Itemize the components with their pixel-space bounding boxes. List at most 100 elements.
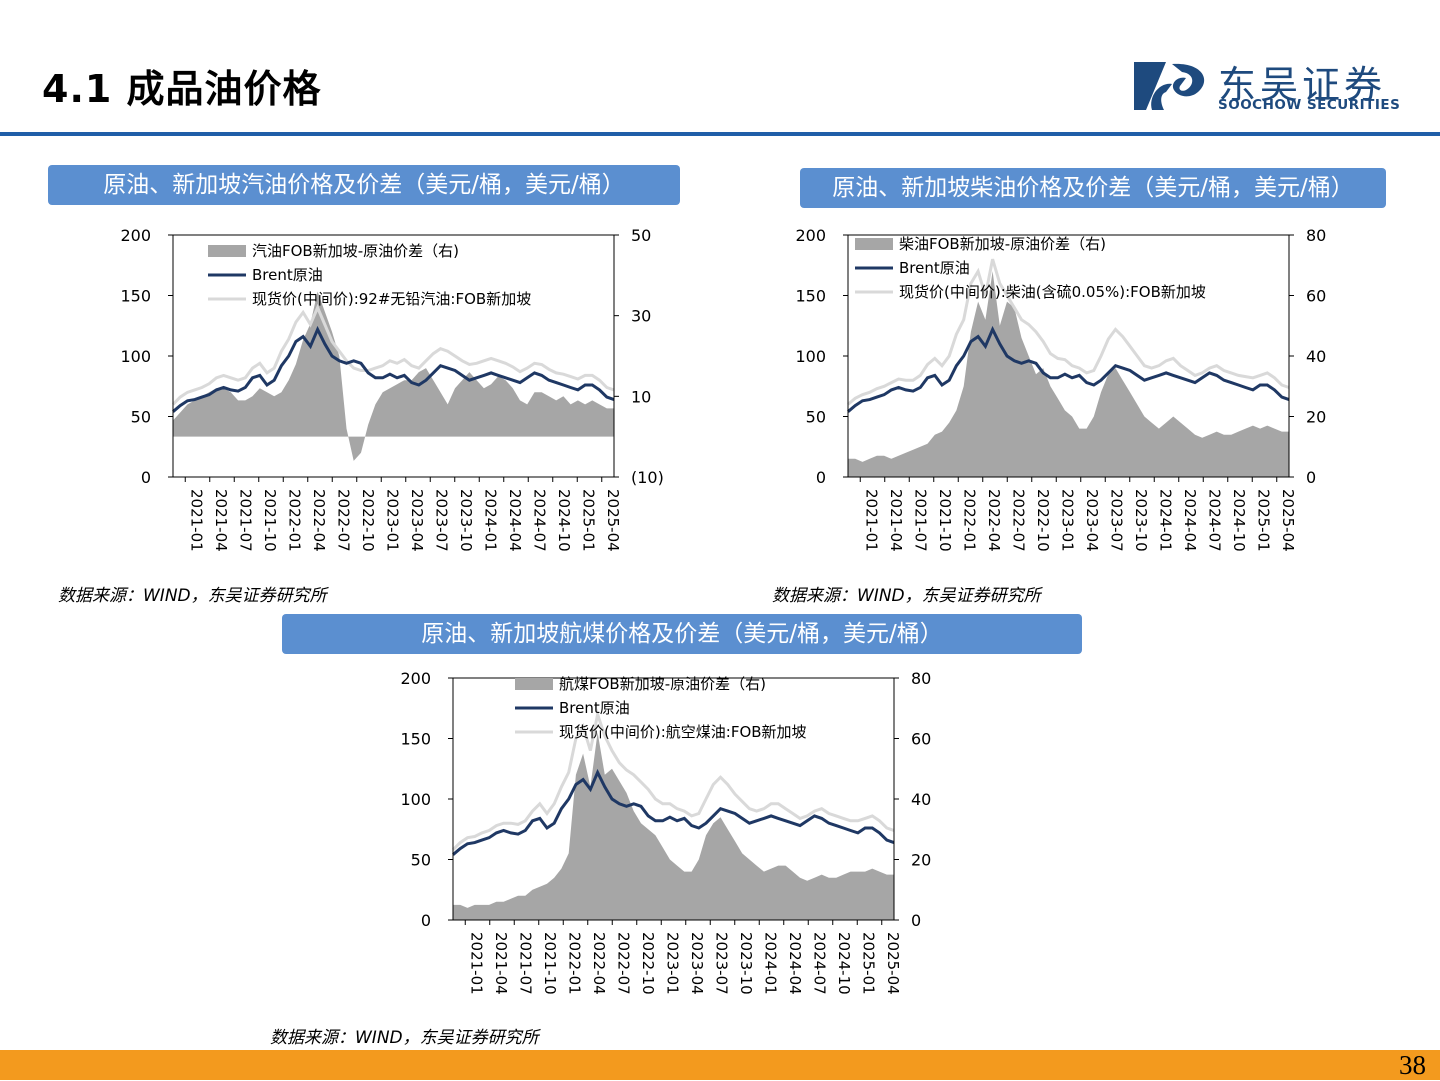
product-price-line — [847, 258, 1290, 406]
brand-name-cn: 东吴证券 — [1218, 63, 1387, 107]
header-divider — [0, 132, 1440, 136]
right-tick-label: 20 — [1306, 408, 1326, 427]
chart-title-jetfuel: 原油、新加坡航煤价格及价差（美元/桶，美元/桶） — [282, 614, 1082, 654]
x-tick-label: 2024-01 — [481, 489, 499, 552]
right-tick-label: 10 — [631, 387, 651, 406]
x-tick-label: 2024-07 — [1205, 489, 1223, 552]
page-number: 38 — [1399, 1050, 1426, 1080]
x-tick-label: 2023-07 — [1107, 489, 1125, 552]
soochow-logo-icon — [1134, 62, 1205, 110]
legend-swatch-spread — [208, 245, 246, 257]
x-tick-label: 2023-10 — [457, 489, 475, 552]
legend-label: 汽油FOB新加坡-原油价差（右) — [252, 242, 459, 260]
x-tick-label: 2022-04 — [985, 489, 1003, 552]
left-tick-label: 200 — [795, 226, 826, 245]
left-tick-label: 150 — [400, 730, 431, 749]
spread-area-series — [173, 291, 614, 461]
x-tick-label: 2024-10 — [1230, 489, 1248, 552]
x-tick-label: 2021-07 — [516, 932, 534, 995]
left-tick-label: 100 — [400, 790, 431, 809]
legend-label: 现货价(中间价):92#无铅汽油:FOB新加坡 — [252, 290, 531, 308]
x-tick-label: 2023-07 — [712, 932, 730, 995]
x-tick-label: 2021-01 — [187, 489, 205, 552]
x-tick-label: 2023-04 — [1083, 489, 1101, 552]
x-tick-label: 2021-10 — [541, 932, 559, 995]
x-tick-label: 2024-04 — [506, 489, 524, 552]
x-tick-label: 2022-04 — [590, 932, 608, 995]
left-tick-label: 200 — [120, 226, 151, 245]
x-tick-label: 2024-04 — [1181, 489, 1199, 552]
left-tick-label: 100 — [795, 347, 826, 366]
legend-label: 柴油FOB新加坡-原油价差（右) — [899, 235, 1106, 253]
left-tick-label: 50 — [806, 408, 826, 427]
footer-bar — [0, 1050, 1440, 1080]
legend-label: 现货价(中间价):柴油(含硫0.05%):FOB新加坡 — [899, 283, 1206, 301]
x-tick-label: 2021-04 — [492, 932, 510, 995]
x-tick-label: 2023-04 — [688, 932, 706, 995]
right-tick-label: 60 — [1306, 287, 1326, 306]
left-tick-label: 0 — [141, 468, 151, 487]
left-tick-label: 0 — [421, 911, 431, 930]
x-tick-label: 2022-01 — [960, 489, 978, 552]
x-tick-label: 2022-07 — [334, 489, 352, 552]
left-tick-label: 0 — [816, 468, 826, 487]
right-tick-label: 80 — [1306, 226, 1326, 245]
x-tick-label: 2023-01 — [383, 489, 401, 552]
spread-area-series — [848, 271, 1289, 477]
x-tick-label: 2023-01 — [1058, 489, 1076, 552]
product-price-line — [451, 708, 895, 851]
x-tick-label: 2024-04 — [786, 932, 804, 995]
x-tick-label: 2025-01 — [579, 489, 597, 552]
chart-source-jetfuel: 数据来源：WIND，东吴证券研究所 — [270, 1028, 539, 1048]
x-tick-label: 2021-07 — [911, 489, 929, 552]
brent-price-line — [172, 325, 615, 413]
x-tick-label: 2025-04 — [884, 932, 902, 995]
x-tick-label: 2021-10 — [936, 489, 954, 552]
left-tick-label: 50 — [131, 408, 151, 427]
x-tick-label: 2021-01 — [467, 932, 485, 995]
x-tick-label: 2025-01 — [859, 932, 877, 995]
brand-logo: 东吴证券 SOOCHOW SECURITIES — [1132, 56, 1407, 116]
right-tick-label: 20 — [911, 851, 931, 870]
x-tick-label: 2022-10 — [359, 489, 377, 552]
x-tick-label: 2024-10 — [555, 489, 573, 552]
right-tick-label: 30 — [631, 307, 651, 326]
x-tick-label: 2021-04 — [887, 489, 905, 552]
x-tick-label: 2023-01 — [663, 932, 681, 995]
x-tick-label: 2025-04 — [604, 489, 622, 552]
x-tick-label: 2024-07 — [530, 489, 548, 552]
x-tick-label: 2023-10 — [1132, 489, 1150, 552]
x-tick-label: 2022-07 — [614, 932, 632, 995]
brand-name-en: SOOCHOW SECURITIES — [1218, 97, 1401, 113]
x-tick-label: 2021-07 — [236, 489, 254, 552]
x-tick-label: 2022-10 — [639, 932, 657, 995]
x-tick-label: 2022-07 — [1009, 489, 1027, 552]
x-tick-label: 2022-10 — [1034, 489, 1052, 552]
legend-label: Brent原油 — [899, 259, 970, 277]
chart-source-gasoline: 数据来源：WIND，东吴证券研究所 — [58, 586, 327, 606]
brent-price-line — [452, 768, 895, 856]
x-tick-label: 2024-01 — [1156, 489, 1174, 552]
legend-swatch-spread — [515, 678, 553, 690]
x-tick-label: 2023-04 — [408, 489, 426, 552]
x-tick-label: 2023-07 — [432, 489, 450, 552]
x-tick-label: 2025-04 — [1279, 489, 1297, 552]
page-title: 4.1 成品油价格 — [42, 67, 322, 111]
x-tick-label: 2022-04 — [310, 489, 328, 552]
brent-price-line — [847, 325, 1290, 413]
chart-source-diesel: 数据来源：WIND，东吴证券研究所 — [772, 586, 1041, 606]
x-tick-label: 2025-01 — [1254, 489, 1272, 552]
legend-label: 现货价(中间价):航空煤油:FOB新加坡 — [559, 723, 807, 741]
x-tick-label: 2022-01 — [565, 932, 583, 995]
legend-label: Brent原油 — [252, 266, 323, 284]
right-tick-label: 60 — [911, 730, 931, 749]
gasoline-spread-chart: 200 150 100 50 0 50 30 10 (10) 2021-01 2021-04 2021… — [120, 226, 663, 552]
right-tick-label: 0 — [1306, 468, 1316, 487]
x-tick-label: 2024-01 — [761, 932, 779, 995]
right-tick-label: 0 — [911, 911, 921, 930]
x-tick-label: 2021-10 — [261, 489, 279, 552]
left-tick-label: 150 — [120, 287, 151, 306]
x-tick-label: 2021-01 — [862, 489, 880, 552]
left-tick-label: 100 — [120, 347, 151, 366]
